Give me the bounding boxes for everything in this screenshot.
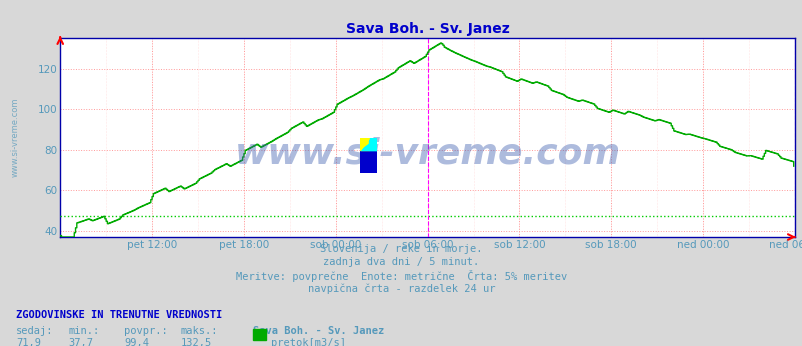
Text: www.si-vreme.com: www.si-vreme.com — [234, 136, 620, 171]
Text: zadnja dva dni / 5 minut.: zadnja dva dni / 5 minut. — [323, 257, 479, 267]
Polygon shape — [359, 138, 368, 150]
Text: 37,7: 37,7 — [68, 338, 93, 346]
Bar — [359, 150, 377, 173]
Text: maks.:: maks.: — [180, 326, 218, 336]
Text: povpr.:: povpr.: — [124, 326, 168, 336]
Text: www.si-vreme.com: www.si-vreme.com — [10, 98, 19, 177]
Text: pretok[m3/s]: pretok[m3/s] — [270, 338, 345, 346]
Text: Slovenija / reke in morje.: Slovenija / reke in morje. — [320, 244, 482, 254]
Text: ZGODOVINSKE IN TRENUTNE VREDNOSTI: ZGODOVINSKE IN TRENUTNE VREDNOSTI — [16, 310, 222, 320]
Text: 71,9: 71,9 — [16, 338, 41, 346]
Polygon shape — [359, 138, 377, 150]
Text: 99,4: 99,4 — [124, 338, 149, 346]
Bar — [368, 138, 377, 150]
Title: Sava Boh. - Sv. Janez: Sava Boh. - Sv. Janez — [346, 21, 508, 36]
Text: sedaj:: sedaj: — [16, 326, 54, 336]
Text: min.:: min.: — [68, 326, 99, 336]
Text: Sava Boh. - Sv. Janez: Sava Boh. - Sv. Janez — [253, 326, 383, 336]
Text: 132,5: 132,5 — [180, 338, 212, 346]
Text: Meritve: povprečne  Enote: metrične  Črta: 5% meritev: Meritve: povprečne Enote: metrične Črta:… — [236, 270, 566, 282]
Bar — [359, 138, 368, 150]
Text: navpična črta - razdelek 24 ur: navpična črta - razdelek 24 ur — [307, 283, 495, 294]
